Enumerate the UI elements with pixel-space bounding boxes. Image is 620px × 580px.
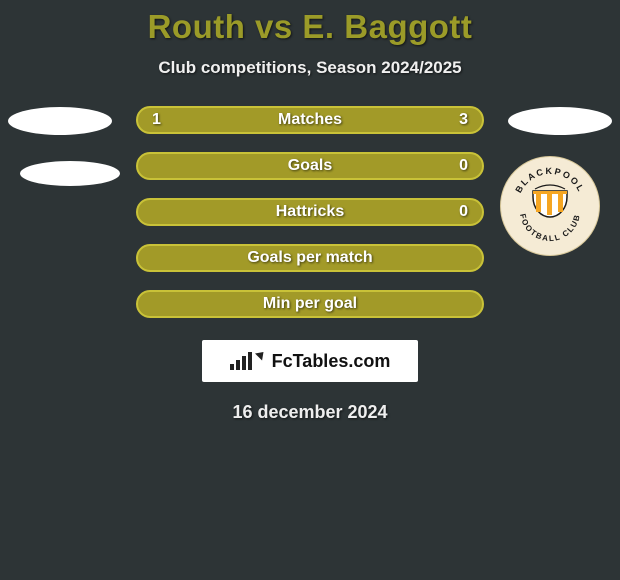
page-title: Routh vs E. Baggott (0, 8, 620, 46)
comparison-card: Routh vs E. Baggott Club competitions, S… (0, 0, 620, 423)
club-badge-icon: BLACKPOOL FOOTBALL CLUB (505, 161, 595, 251)
player-left-marker-1 (8, 107, 112, 135)
stat-left-value: 1 (152, 111, 161, 129)
subtitle: Club competitions, Season 2024/2025 (0, 58, 620, 78)
stat-label: Goals (288, 157, 332, 175)
stat-right-value: 0 (459, 203, 468, 221)
stats-area: BLACKPOOL FOOTBALL CLUB 1 Matches 3 (0, 106, 620, 318)
club-badge-blackpool: BLACKPOOL FOOTBALL CLUB (500, 156, 600, 256)
snapshot-date: 16 december 2024 (0, 402, 620, 423)
fctables-attribution[interactable]: FcTables.com (202, 340, 418, 382)
stat-bar-hattricks: Hattricks 0 (136, 198, 484, 226)
stat-label: Matches (278, 111, 342, 129)
stat-right-value: 0 (459, 157, 468, 175)
stat-label: Hattricks (276, 203, 344, 221)
player-right-marker (508, 107, 612, 135)
bar-chart-icon (230, 352, 252, 370)
stat-right-value: 3 (459, 111, 468, 129)
fctables-label: FcTables.com (272, 351, 391, 372)
player-left-marker-2 (20, 161, 120, 186)
stat-bar-min-per-goal: Min per goal (136, 290, 484, 318)
trend-arrow-icon (255, 348, 267, 360)
stat-bar-matches: 1 Matches 3 (136, 106, 484, 134)
stat-bar-goals: Goals 0 (136, 152, 484, 180)
stat-bar-goals-per-match: Goals per match (136, 244, 484, 272)
stat-bars: 1 Matches 3 Goals 0 Hattricks 0 Goals pe… (136, 106, 484, 318)
stat-label: Goals per match (247, 249, 372, 267)
stat-label: Min per goal (263, 295, 357, 313)
